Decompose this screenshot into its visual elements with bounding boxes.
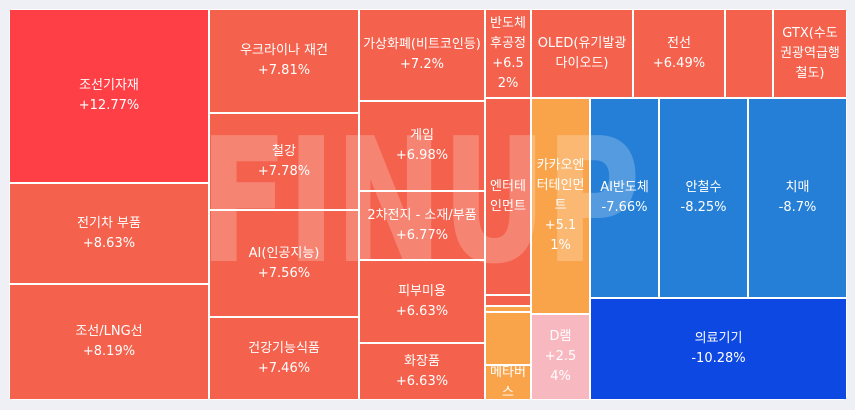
theme-name: 화장품 <box>404 353 440 369</box>
theme-tile[interactable]: 게임 +6.98% <box>359 101 485 191</box>
theme-tile[interactable]: 의료기기 -10.28% <box>590 298 847 400</box>
theme-name: 전기차 부품 <box>77 215 141 231</box>
theme-name: 안철수 <box>685 180 722 195</box>
theme-tile[interactable]: D램 +2.54% <box>531 314 590 400</box>
theme-change: +6.52% <box>492 55 524 91</box>
theme-tile[interactable]: 화장품 +6.63% <box>359 343 485 400</box>
theme-name: 게임 <box>410 128 434 143</box>
theme-change: +7.81% <box>257 63 311 78</box>
theme-change: +8.63% <box>82 235 136 251</box>
theme-name: GTX(수도권광역급행철도) <box>780 25 840 81</box>
theme-change: +2.54% <box>544 349 577 384</box>
theme-name: 피부미용 <box>398 283 446 299</box>
theme-name: 조선기자재 <box>79 78 139 93</box>
theme-change: +8.19% <box>82 344 136 359</box>
theme-tile[interactable]: 반도체 후공정 +6.52% <box>485 9 531 98</box>
theme-name: 전선 <box>667 35 691 51</box>
theme-tile[interactable]: AI반도체 -7.66% <box>590 98 659 298</box>
theme-tile[interactable]: 피부미용 +6.63% <box>359 260 485 343</box>
theme-change: -8.7% <box>778 200 817 215</box>
theme-name: D램 <box>549 329 572 344</box>
theme-name: 카카오엔터테인먼트 <box>536 158 585 213</box>
theme-name: 엔터테인먼트 <box>490 178 526 214</box>
theme-change: -7.66% <box>601 200 648 215</box>
theme-name: 치매 <box>785 180 810 195</box>
theme-name: 우크라이나 재건 <box>240 43 328 58</box>
theme-change: +6.98% <box>395 148 449 163</box>
theme-change: -10.28% <box>691 351 746 366</box>
theme-tile[interactable]: 안철수 -8.25% <box>659 98 748 298</box>
theme-tile[interactable]: 엔터테인먼트 <box>485 98 531 295</box>
theme-name: AI(인공지능) <box>248 245 320 261</box>
theme-change: +7.46% <box>257 360 311 376</box>
theme-name: 건강기능식품 <box>248 340 320 356</box>
theme-tile[interactable] <box>485 312 531 365</box>
theme-tile[interactable]: 조선/LNG선 +8.19% <box>9 284 209 400</box>
theme-tile[interactable]: 우크라이나 재건 +7.81% <box>209 9 359 113</box>
theme-tile[interactable]: 조선기자재 +12.77% <box>9 9 209 183</box>
theme-name: 조선/LNG선 <box>75 324 143 339</box>
theme-change: +6.77% <box>395 227 449 243</box>
theme-name: 가상화폐(비트코인등) <box>363 37 481 52</box>
theme-tile[interactable]: 건강기능식품 +7.46% <box>209 317 359 400</box>
theme-change: -8.25% <box>680 200 727 215</box>
theme-change: +7.2% <box>400 57 444 72</box>
theme-tile[interactable]: 2차전지 - 소재/부품 +6.77% <box>359 191 485 260</box>
theme-name: OLED(유기발광다이오드) <box>537 35 627 71</box>
theme-tile[interactable]: 메타버스 <box>485 365 531 400</box>
theme-name: 철강 <box>272 143 296 159</box>
theme-tile[interactable]: 전선 +6.49% <box>633 9 725 98</box>
theme-change: +7.78% <box>257 163 311 179</box>
theme-tile[interactable]: GTX(수도권광역급행철도) <box>773 9 847 98</box>
theme-tile[interactable] <box>485 295 531 306</box>
theme-tile[interactable]: 전기차 부품 +8.63% <box>9 183 209 284</box>
theme-tile[interactable]: OLED(유기발광다이오드) <box>531 9 633 98</box>
theme-name: 반도체 후공정 <box>490 15 526 51</box>
theme-tile[interactable]: 카카오엔터테인먼트 +5.11% <box>531 98 590 314</box>
theme-tile[interactable] <box>725 9 773 98</box>
theme-change: +6.49% <box>652 55 706 71</box>
theme-change: +6.63% <box>395 303 449 319</box>
theme-treemap: 조선기자재 +12.77% 전기차 부품 +8.63% 조선/LNG선 +8.19% 우크라… <box>9 9 847 400</box>
theme-change: +7.56% <box>257 265 311 281</box>
theme-change: +12.77% <box>78 98 140 113</box>
theme-name: 메타버스 <box>490 365 526 400</box>
theme-change: +5.11% <box>544 218 577 253</box>
theme-tile[interactable]: 치매 -8.7% <box>748 98 847 298</box>
theme-change: +6.63% <box>395 373 449 389</box>
theme-tile[interactable]: AI(인공지능) +7.56% <box>209 210 359 317</box>
theme-tile[interactable]: 철강 +7.78% <box>209 113 359 210</box>
theme-name: AI반도체 <box>600 180 649 195</box>
theme-tile[interactable]: 가상화폐(비트코인등) +7.2% <box>359 9 485 101</box>
theme-name: 2차전지 - 소재/부품 <box>367 207 477 223</box>
theme-name: 의료기기 <box>694 331 743 346</box>
theme-tile[interactable] <box>485 306 531 312</box>
